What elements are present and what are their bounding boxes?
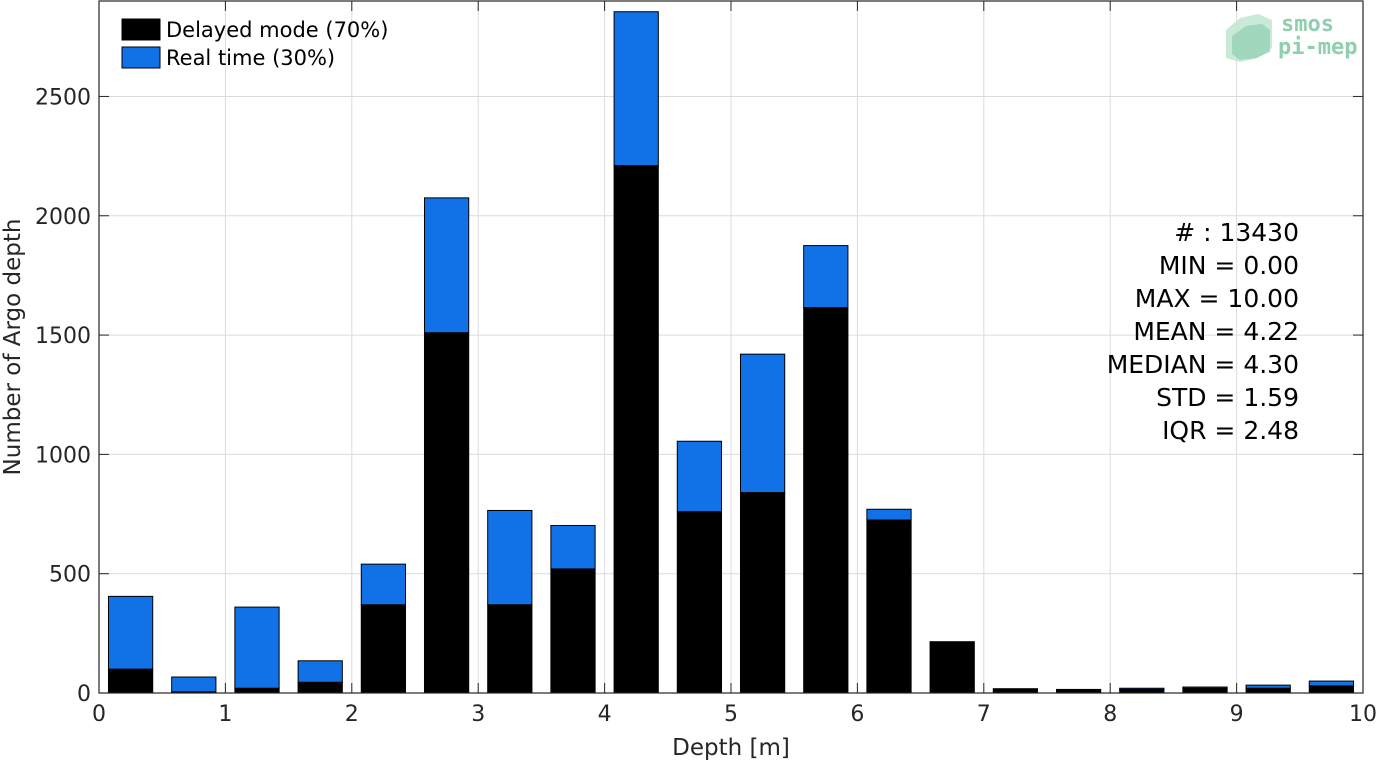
bar-real-time [107,595,154,670]
bar-delayed-mode [803,307,849,694]
x-tick-label: 10 [1349,702,1377,727]
x-tick-label: 7 [977,702,991,727]
stat-line: STD = 1.59 [1156,383,1299,412]
bar-delayed-mode [1245,687,1291,694]
bar-real-time [550,524,596,570]
logo-text-smos: smos [1281,12,1334,37]
x-tick-label: 3 [471,702,485,727]
bar-delayed-mode [423,332,470,694]
x-tick-label: 1 [218,702,232,727]
bars [107,11,1355,694]
bar-real-time [803,245,849,309]
y-tick-label: 1000 [35,443,91,468]
bar-real-time [360,563,407,606]
stat-line: # : 13430 [1174,218,1299,247]
stat-line: MEDIAN = 4.30 [1107,350,1299,379]
stat-line: IQR = 2.48 [1162,416,1299,445]
bar-real-time [866,508,912,521]
bar-real-time [171,676,217,693]
bar-delayed-mode [739,492,786,694]
legend: Delayed mode (70%) Real time (30%) [121,18,388,70]
y-axis-title: Number of Argo depth [0,219,26,476]
bar-delayed-mode [676,511,723,694]
bar-delayed-mode [613,165,659,694]
bar-delayed-mode [487,604,533,694]
legend-swatch-delayed [121,18,161,41]
bar-delayed-mode [360,604,407,694]
tick-marks [98,1,1364,694]
bar-real-time [234,606,280,689]
y-tick-label: 2000 [35,205,91,230]
bar-delayed-mode [866,519,912,694]
bar-real-time [297,660,343,683]
x-axis-title: Depth [m] [672,735,790,761]
grid-lines [99,1,1363,693]
x-tick-labels: 0 1 2 3 4 5 6 7 8 9 10 [92,702,1377,727]
bar-delayed-mode [234,687,280,694]
bar-real-time [676,440,723,513]
x-tick-label: 5 [724,702,738,727]
y-tick-label: 1500 [35,324,91,349]
bar-delayed-mode [550,568,596,694]
bar-real-time [1245,684,1291,689]
x-tick-label: 2 [345,702,359,727]
x-tick-label: 0 [92,702,106,727]
legend-label-delayed: Delayed mode (70%) [166,18,388,42]
y-tick-labels: 0 500 1000 1500 2000 2500 [35,85,91,707]
legend-swatch-realtime [121,46,161,69]
bar-real-time [487,509,533,606]
x-tick-label: 8 [1103,702,1117,727]
y-tick-label: 500 [49,563,91,588]
smos-pi-mep-logo: smos pi-mep [1226,12,1357,62]
bar-real-time [423,197,470,334]
logo-text-pimep: pi-mep [1278,35,1357,60]
legend-label-realtime: Real time (30%) [166,46,335,70]
y-tick-label: 2500 [35,85,91,110]
bar-delayed-mode [107,668,154,694]
bar-delayed-mode [1182,687,1228,694]
stat-line: MAX = 10.00 [1135,284,1299,313]
bar-delayed-mode [929,641,975,694]
bar-real-time [1308,680,1355,687]
y-tick-label: 0 [77,682,91,707]
stat-line: MIN = 0.00 [1159,251,1299,280]
bar-real-time [739,353,786,494]
x-tick-label: 6 [850,702,864,727]
bar-real-time [613,11,659,167]
statistics-box: # : 13430 MIN = 0.00 MAX = 10.00 MEAN = 4.2… [1107,218,1299,445]
bar-real-time [1182,686,1228,689]
logo-wave-icon-inner [1232,24,1270,60]
x-tick-label: 4 [598,702,612,727]
stat-line: MEAN = 4.22 [1133,317,1299,346]
bar-real-time [1119,687,1165,690]
bar-delayed-mode [297,681,343,694]
bar-delayed-mode [1308,685,1355,694]
x-tick-label: 9 [1230,702,1244,727]
bar-delayed-mode [992,688,1039,694]
